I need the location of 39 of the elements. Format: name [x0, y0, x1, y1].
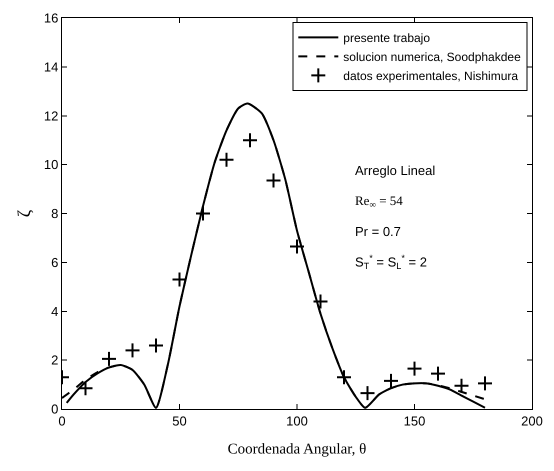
point — [148, 337, 164, 354]
point — [312, 293, 328, 310]
annotation: Pr = 0.7 — [355, 224, 401, 239]
legend-label: solucion numerica, Soodphakdee — [343, 50, 522, 64]
y-tick-label: 16 — [44, 10, 58, 26]
y-tick-label: 8 — [51, 206, 58, 222]
x-tick-label: 200 — [521, 414, 543, 429]
legend-label: datos experimentales, Nishimura — [343, 69, 518, 84]
point — [124, 342, 140, 358]
y-tick-label: 6 — [51, 254, 58, 270]
annotation: Arreglo Lineal — [355, 163, 436, 178]
y-tick-label: 10 — [44, 157, 58, 172]
legend-label: presente trabajo — [343, 31, 430, 46]
y-axis-title: ζ — [14, 209, 34, 218]
x-tick-label: 150 — [404, 414, 426, 429]
point — [406, 360, 422, 377]
annotation: Re$_{∞}$ = 54 — [355, 193, 404, 210]
point — [101, 350, 117, 367]
y-tick-label: 0 — [51, 402, 58, 417]
point — [336, 369, 352, 386]
x-tick-label: 50 — [172, 414, 187, 429]
y-tick-label: 4 — [51, 304, 58, 319]
y-tick-label: 2 — [51, 352, 58, 368]
point — [454, 378, 470, 394]
y-tick-label: 12 — [44, 108, 58, 124]
point — [477, 375, 493, 392]
point — [383, 372, 399, 389]
x-axis-title: Coordenada Angular, θ — [228, 442, 366, 458]
point — [242, 132, 258, 148]
point — [218, 152, 234, 168]
point — [78, 380, 94, 396]
point — [289, 238, 305, 254]
point — [430, 366, 446, 382]
point — [195, 206, 211, 222]
point — [360, 385, 376, 402]
point — [266, 172, 282, 189]
x-tick-label: 100 — [286, 414, 308, 429]
annotation: S$_{T}$$^{*}$ = S$_{L}$$^{*}$ = 2 — [355, 253, 427, 272]
y-tick-label: 14 — [44, 59, 58, 74]
